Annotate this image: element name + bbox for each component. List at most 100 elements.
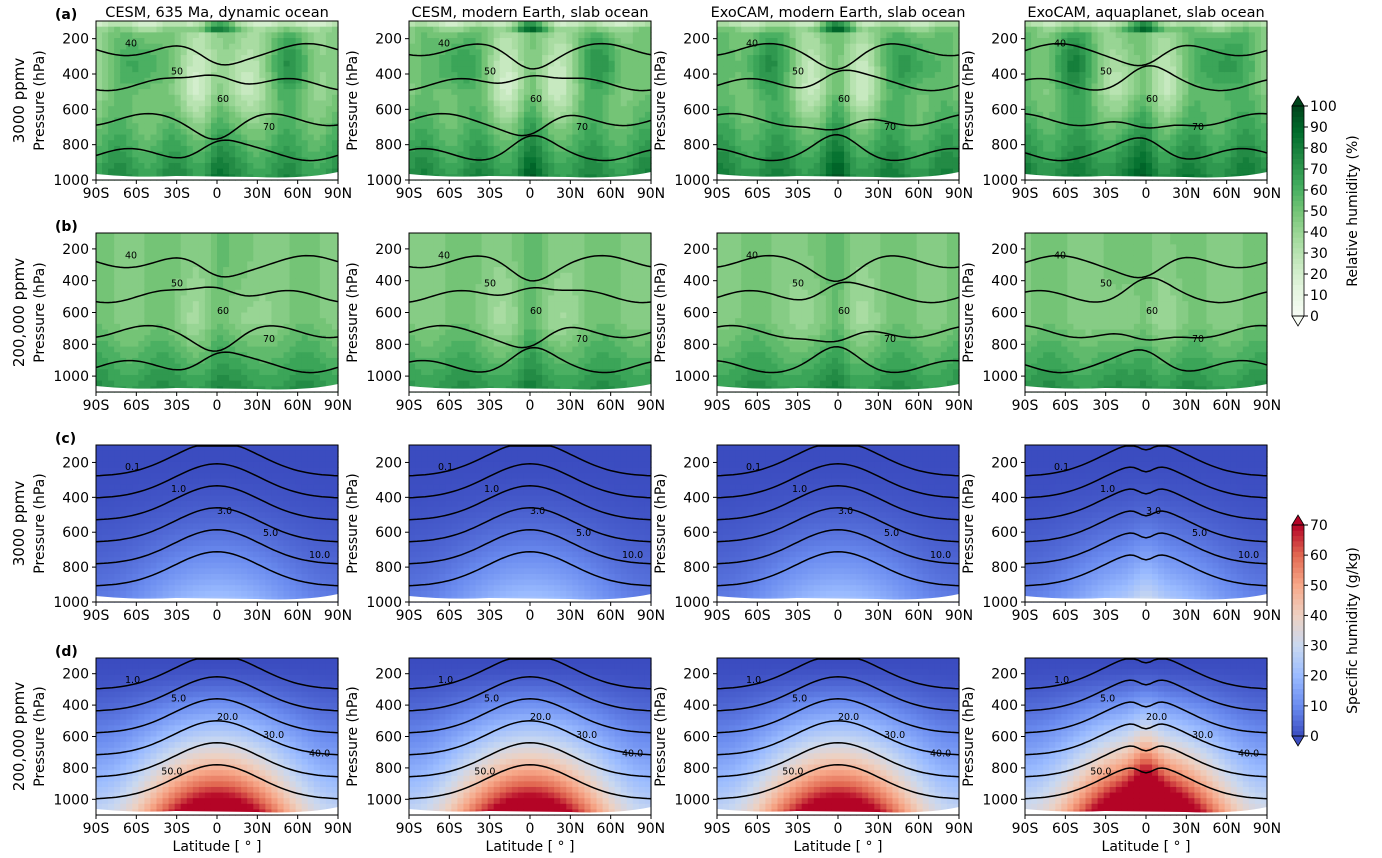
contour-label: 3.0: [530, 506, 545, 517]
x-tick-label: 0: [526, 821, 535, 837]
x-tick-label: 30N: [243, 186, 271, 202]
x-tick-label: 0: [213, 186, 222, 202]
y-tick-label: 800: [62, 560, 89, 576]
y-tick-label: 1000: [674, 595, 710, 611]
contour-label: 5.0: [884, 528, 899, 539]
colorbar-tick-label: 60: [1310, 548, 1328, 564]
x-tick-label: 90S: [396, 821, 423, 837]
panel-d-4: 1.0 5.0 20.0 30.0 40.0 50.0 90S 60S 30S 0 30N 60N 90…: [961, 657, 1281, 855]
y-tick-label: 400: [683, 67, 710, 83]
contour-line: [95, 286, 339, 304]
y-tick-label: 200: [62, 32, 89, 48]
contour-line: [716, 507, 960, 543]
y-tick-label: 400: [991, 698, 1018, 714]
contour-label: 3.0: [838, 506, 853, 517]
contour-label: 70: [1192, 122, 1204, 133]
y-tick-label: 1000: [366, 173, 402, 189]
y-tick-label: 600: [375, 306, 402, 322]
x-tick-label: 60S: [1052, 398, 1079, 414]
x-tick-label: 60S: [436, 398, 463, 414]
contour-line: [408, 74, 652, 92]
panel-c-2: 0.1 1.0 3.0 5.0 10.0 90S 60S 30S 0 30N 60N 90N 200 40…: [345, 444, 665, 624]
y-tick-label: 600: [991, 730, 1018, 746]
panel-d-1: 1.0 5.0 20.0 30.0 40.0 50.0 90S 60S 30S 0 30N 60N 90…: [32, 657, 352, 855]
y-tick-label: 200: [683, 242, 710, 258]
contour-line: [716, 551, 960, 587]
x-tick-label: 0: [526, 186, 535, 202]
contour-label: 40: [438, 250, 450, 261]
contour-label: 20.0: [838, 712, 859, 723]
contour-line: [716, 676, 960, 712]
y-tick-label: 1000: [674, 369, 710, 385]
x-tick-label: 30S: [1092, 186, 1119, 202]
x-tick-label: 30N: [864, 186, 892, 202]
x-tick-label: 0: [1142, 186, 1151, 202]
y-tick-label: 1000: [53, 595, 89, 611]
contour-label: 0.1: [746, 462, 761, 473]
contour-label: 5.0: [576, 528, 591, 539]
panel-label: (c): [55, 431, 76, 447]
panel-b-3: 40 50 60 70 90S 60S 30S 0 30N 60N 90N 200 400 600 800 1…: [653, 232, 973, 414]
contour-label: 50: [792, 66, 804, 77]
contour-line: [1024, 324, 1268, 341]
contour-line: [1024, 466, 1268, 499]
contour-label: 40: [1054, 38, 1066, 49]
x-tick-label: 30S: [1092, 398, 1119, 414]
y-tick-label: 600: [62, 102, 89, 118]
y-axis-label: Pressure (hPa): [32, 262, 48, 362]
x-tick-label: 30N: [243, 821, 271, 837]
contour-line: [408, 551, 652, 587]
contour-line: [1024, 532, 1268, 565]
x-tick-label: 30N: [556, 186, 584, 202]
contour-label: 60: [217, 306, 229, 317]
y-tick-label: 1000: [982, 595, 1018, 611]
x-tick-label: 90N: [945, 821, 973, 837]
colorbar-tick-label: 10: [1310, 288, 1328, 304]
contour-line: [1024, 445, 1268, 477]
contour-line: [95, 507, 339, 543]
contour-line: [1024, 679, 1268, 712]
x-axis-label: Latitude [ ° ]: [794, 839, 883, 855]
x-axis-label: Latitude [ ° ]: [173, 839, 262, 855]
contour-line: [1024, 510, 1268, 543]
contour-label: 3.0: [1146, 506, 1161, 517]
x-tick-label: 0: [834, 821, 843, 837]
x-tick-label: 30N: [864, 821, 892, 837]
colorbar-tick-label: 10: [1310, 699, 1328, 715]
contour-label: 1.0: [438, 675, 453, 686]
y-tick-label: 200: [991, 667, 1018, 683]
y-tick-label: 200: [991, 242, 1018, 258]
contour-line: [408, 485, 652, 521]
contour-label: 30.0: [884, 730, 905, 741]
y-tick-label: 200: [62, 667, 89, 683]
contour-line: [408, 346, 652, 374]
y-tick-label: 600: [375, 102, 402, 118]
y-tick-label: 400: [62, 274, 89, 290]
y-tick-label: 400: [991, 490, 1018, 506]
x-tick-label: 60N: [284, 398, 312, 414]
x-tick-label: 60N: [1213, 398, 1241, 414]
y-tick-label: 1000: [366, 595, 402, 611]
x-tick-label: 30N: [243, 398, 271, 414]
contour-line: [716, 485, 960, 521]
contour-label: 50: [1100, 278, 1112, 289]
column-title: CESM, modern Earth, slab ocean: [411, 5, 648, 21]
contour-line: [716, 346, 960, 374]
contour-label: 60: [217, 94, 229, 105]
y-axis-label: Pressure (hPa): [961, 686, 977, 786]
contour-label: 5.0: [263, 528, 278, 539]
panel-label: (b): [55, 219, 78, 235]
contour-line: [408, 254, 652, 282]
contour-line: [95, 74, 339, 92]
y-tick-label: 600: [683, 102, 710, 118]
x-tick-label: 90S: [1012, 608, 1039, 624]
y-axis-label: Pressure (hPa): [653, 473, 669, 573]
contour-line: [95, 351, 339, 374]
column-title: ExoCAM, modern Earth, slab ocean: [711, 5, 966, 21]
contour-label: 70: [263, 334, 275, 345]
x-tick-label: 30S: [163, 398, 190, 414]
contour-line: [408, 658, 652, 690]
contour-line: [95, 658, 339, 690]
contour-line: [408, 134, 652, 162]
contour-label: 3.0: [217, 506, 232, 517]
